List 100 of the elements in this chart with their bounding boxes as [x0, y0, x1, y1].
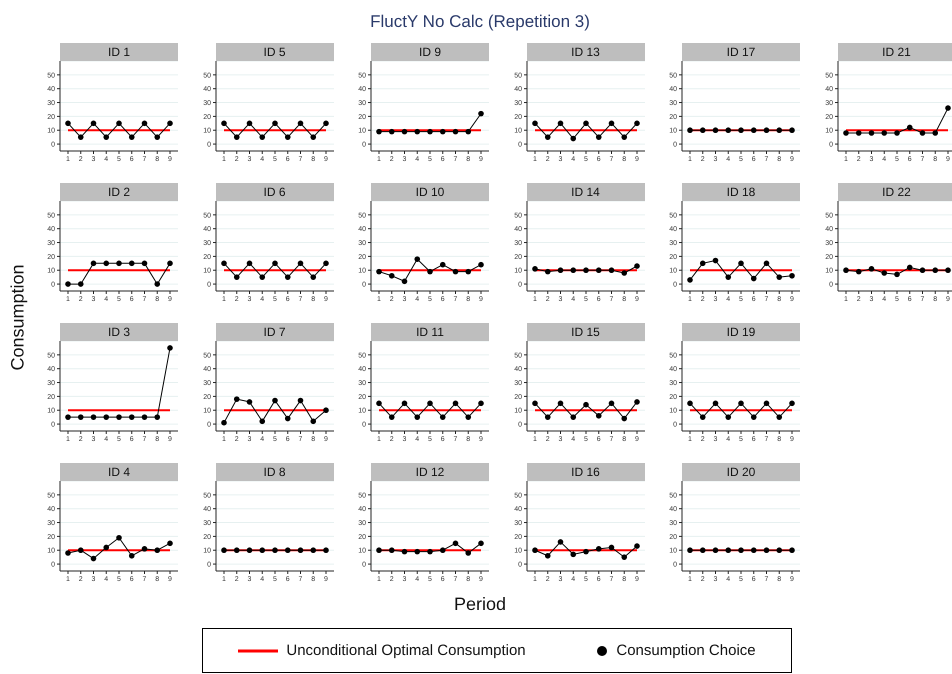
chart-title: ID 16: [526, 463, 644, 481]
point: [532, 266, 538, 272]
point: [595, 546, 602, 552]
point: [414, 548, 420, 554]
point: [620, 416, 627, 422]
point: [776, 274, 782, 280]
point: [465, 268, 472, 274]
point: [906, 124, 912, 130]
point: [544, 414, 550, 420]
point: [944, 105, 950, 111]
point: [465, 550, 472, 556]
point: [880, 270, 887, 276]
point: [557, 267, 563, 274]
point: [868, 266, 874, 272]
chart-title: ID 22: [838, 183, 952, 201]
point: [220, 420, 226, 426]
point: [634, 120, 640, 126]
point: [944, 267, 950, 274]
text: Period: [452, 594, 508, 615]
point: [570, 552, 576, 558]
chart-title: ID 20: [682, 463, 800, 481]
point: [388, 272, 395, 279]
point: [402, 278, 408, 284]
chart-title: ID 4: [60, 463, 178, 481]
point: [544, 268, 550, 274]
point: [894, 130, 900, 136]
point: [557, 539, 563, 545]
point: [634, 399, 640, 405]
point: [478, 540, 484, 546]
point: [532, 547, 538, 554]
point: [608, 544, 614, 550]
point: [582, 402, 588, 408]
point: [855, 268, 862, 274]
point: [582, 267, 588, 274]
point: [557, 400, 563, 406]
point: [322, 407, 328, 414]
point: [595, 412, 602, 419]
text: FluctY No Calc (Repetition 3): [369, 12, 591, 32]
point: [620, 270, 627, 276]
point: [700, 260, 706, 266]
chart-title: ID 12: [371, 463, 489, 481]
chart-title: ID 1: [60, 43, 178, 61]
point: [620, 134, 627, 140]
point: [582, 548, 588, 554]
point: [478, 262, 484, 268]
point: [388, 547, 395, 554]
point: [620, 554, 627, 560]
point: [532, 120, 538, 126]
chart-title: ID 9: [371, 43, 489, 61]
point: [634, 543, 640, 549]
chart-title: ID 21: [838, 43, 952, 61]
point: [842, 130, 848, 136]
point: [544, 134, 550, 140]
point: [532, 400, 538, 406]
chart-title: ID 19: [682, 323, 800, 341]
chart-title: ID 8: [216, 463, 334, 481]
point: [738, 260, 744, 266]
point: [570, 136, 576, 142]
point: [764, 260, 770, 266]
chart-title: ID 2: [60, 183, 178, 201]
point: [78, 547, 84, 554]
point: [608, 267, 614, 274]
point: [116, 534, 122, 541]
point: [284, 416, 290, 422]
point: [712, 258, 718, 264]
point: [595, 134, 602, 140]
point: [376, 547, 382, 554]
chart-title: ID 14: [526, 183, 644, 201]
point: [557, 120, 563, 126]
chart-title: ID 17: [682, 43, 800, 61]
point: [789, 272, 795, 279]
point: [868, 130, 874, 136]
point: [297, 398, 303, 404]
point: [402, 548, 408, 554]
point: [919, 267, 925, 274]
point: [634, 263, 640, 269]
point: [427, 268, 433, 274]
point: [608, 400, 614, 406]
point: [128, 552, 135, 559]
point: [452, 540, 458, 546]
point: [687, 277, 693, 283]
chart-title: ID 7: [216, 323, 334, 341]
point: [90, 556, 96, 562]
chart-title: ID 10: [371, 183, 489, 201]
point: [582, 120, 588, 126]
point: [750, 276, 757, 282]
point: [154, 547, 160, 554]
point: [842, 267, 848, 274]
point: [440, 262, 446, 268]
point: [544, 552, 550, 559]
point: [919, 130, 925, 136]
legend-label: Unconditional Optimal Consumption: [286, 642, 526, 659]
point: [906, 264, 912, 270]
text: Consumption: [8, 264, 28, 370]
point: [440, 547, 446, 554]
legend-label: Consumption Choice: [616, 642, 756, 659]
point: [414, 256, 420, 262]
chart-title: ID 11: [371, 323, 489, 341]
point: [608, 120, 614, 126]
chart-title: ID 13: [526, 43, 644, 61]
